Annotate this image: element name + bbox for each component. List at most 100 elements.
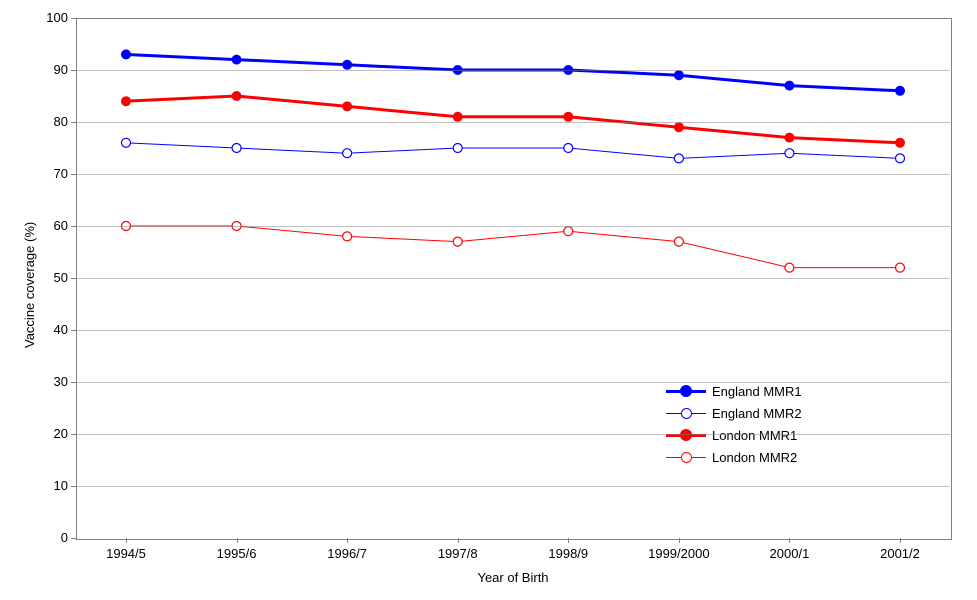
- series-line: [126, 96, 900, 143]
- series-marker: [121, 96, 131, 106]
- x-tick-label: 1994/5: [86, 546, 166, 561]
- legend-swatch: [666, 426, 706, 444]
- chart-lines: [0, 0, 977, 600]
- y-tick: [71, 70, 76, 71]
- y-tick: [71, 434, 76, 435]
- y-tick: [71, 18, 76, 19]
- y-tick-label: 20: [54, 426, 68, 441]
- series-marker: [232, 144, 241, 153]
- legend-label: London MMR2: [712, 450, 797, 465]
- legend-item: London MMR2: [666, 446, 802, 468]
- series-marker: [674, 122, 684, 132]
- gridline: [76, 278, 950, 279]
- legend-item: England MMR2: [666, 402, 802, 424]
- legend-swatch: [666, 382, 706, 400]
- series-marker: [674, 154, 683, 163]
- series-marker: [232, 55, 242, 65]
- series-marker: [674, 70, 684, 80]
- x-tick: [789, 538, 790, 543]
- gridline: [76, 330, 950, 331]
- series-marker: [342, 60, 352, 70]
- series-marker: [785, 149, 794, 158]
- x-tick-label: 1995/6: [197, 546, 277, 561]
- series-marker: [232, 91, 242, 101]
- series-marker: [896, 154, 905, 163]
- series-marker: [784, 81, 794, 91]
- y-tick: [71, 330, 76, 331]
- series-marker: [343, 232, 352, 241]
- y-tick-label: 10: [54, 478, 68, 493]
- x-tick-label: 2001/2: [860, 546, 940, 561]
- legend-label: England MMR2: [712, 406, 802, 421]
- y-tick-label: 30: [54, 374, 68, 389]
- series-line: [126, 54, 900, 90]
- series-marker: [563, 112, 573, 122]
- y-tick-label: 40: [54, 322, 68, 337]
- legend-label: London MMR1: [712, 428, 797, 443]
- series-marker: [564, 227, 573, 236]
- chart-container: Vaccine coverage (%) Year of Birth Engla…: [0, 0, 977, 600]
- legend-swatch: [666, 404, 706, 422]
- gridline: [76, 226, 950, 227]
- legend-item: London MMR1: [666, 424, 802, 446]
- gridline: [76, 70, 950, 71]
- x-tick: [347, 538, 348, 543]
- x-tick: [568, 538, 569, 543]
- y-tick-label: 70: [54, 166, 68, 181]
- series-marker: [785, 263, 794, 272]
- x-tick-label: 2000/1: [749, 546, 829, 561]
- y-tick: [71, 382, 76, 383]
- x-tick-label: 1997/8: [418, 546, 498, 561]
- x-tick-label: 1998/9: [528, 546, 608, 561]
- series-marker: [896, 263, 905, 272]
- x-tick: [126, 538, 127, 543]
- legend-swatch: [666, 448, 706, 466]
- y-tick: [71, 278, 76, 279]
- x-tick: [679, 538, 680, 543]
- x-axis-title: Year of Birth: [76, 570, 950, 585]
- legend-marker-icon: [681, 452, 692, 463]
- y-tick-label: 60: [54, 218, 68, 233]
- series-marker: [784, 133, 794, 143]
- series-marker: [895, 138, 905, 148]
- gridline: [76, 122, 950, 123]
- legend-marker-icon: [680, 385, 692, 397]
- x-tick: [900, 538, 901, 543]
- series-marker: [342, 101, 352, 111]
- gridline: [76, 174, 950, 175]
- series-line: [126, 226, 900, 268]
- y-tick: [71, 226, 76, 227]
- x-tick: [237, 538, 238, 543]
- y-tick: [71, 538, 76, 539]
- legend-marker-icon: [680, 429, 692, 441]
- y-tick: [71, 174, 76, 175]
- y-tick-label: 100: [46, 10, 68, 25]
- y-tick-label: 0: [61, 530, 68, 545]
- gridline: [76, 486, 950, 487]
- y-tick-label: 50: [54, 270, 68, 285]
- series-marker: [453, 144, 462, 153]
- series-marker: [453, 237, 462, 246]
- series-marker: [564, 144, 573, 153]
- x-tick: [458, 538, 459, 543]
- legend-label: England MMR1: [712, 384, 802, 399]
- y-axis-title: Vaccine coverage (%): [22, 222, 37, 348]
- series-marker: [453, 112, 463, 122]
- gridline: [76, 382, 950, 383]
- y-tick: [71, 486, 76, 487]
- legend: England MMR1 England MMR2 London MMR1 Londo…: [666, 380, 802, 468]
- legend-marker-icon: [681, 408, 692, 419]
- y-tick: [71, 122, 76, 123]
- legend-item: England MMR1: [666, 380, 802, 402]
- gridline: [76, 434, 950, 435]
- y-tick-label: 80: [54, 114, 68, 129]
- series-marker: [343, 149, 352, 158]
- y-tick-label: 90: [54, 62, 68, 77]
- x-tick-label: 1996/7: [307, 546, 387, 561]
- series-line: [126, 143, 900, 159]
- x-tick-label: 1999/2000: [639, 546, 719, 561]
- series-marker: [121, 49, 131, 59]
- series-marker: [122, 138, 131, 147]
- series-marker: [674, 237, 683, 246]
- series-marker: [895, 86, 905, 96]
